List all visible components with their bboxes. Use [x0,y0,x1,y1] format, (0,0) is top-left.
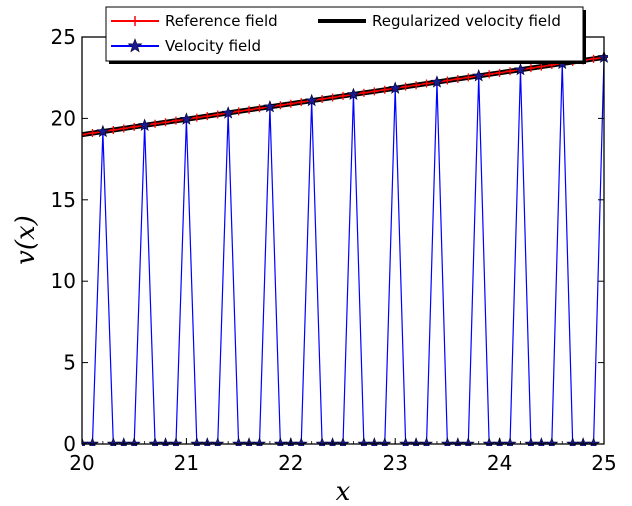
y-tick-label: 5 [63,351,76,375]
x-axis-label: x [336,477,351,506]
y-tick-label: 15 [51,188,76,212]
y-axis-label: v(x) [11,215,41,265]
legend-label: Reference field [165,12,278,30]
x-tick-label: 23 [382,451,407,475]
x-tick-label: 22 [278,451,303,475]
y-tick-label: 20 [51,106,76,130]
x-tick-label: 24 [487,451,512,475]
legend-label: Velocity field [165,37,261,55]
y-tick-label: 10 [51,269,76,293]
legend: Reference field Velocity field Regularized… [106,7,586,64]
x-tick-label: 25 [591,451,616,475]
y-tick-label: 25 [51,25,76,49]
legend-label: Regularized velocity field [372,12,561,30]
y-tick-label: 0 [63,432,76,456]
x-tick-label: 21 [174,451,199,475]
